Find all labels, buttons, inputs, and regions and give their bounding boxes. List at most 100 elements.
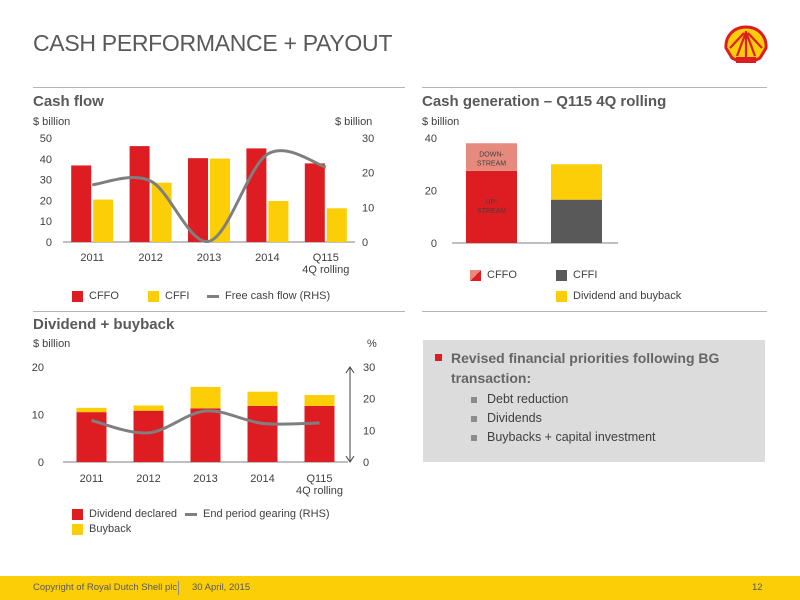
dividend-y2-arrow-down: [345, 455, 355, 463]
cashgen-upstream-label: UP-: [485, 199, 498, 206]
cash-flow-title: Cash flow: [33, 93, 104, 110]
legend-swatch-cffo: [72, 290, 83, 302]
dividend-bar-buyback: [190, 386, 221, 409]
footer-date: 30 April, 2015: [192, 582, 251, 593]
cashflow-y-tick: 50: [40, 133, 52, 145]
legend-label-fcf: Free cash flow (RHS): [225, 290, 331, 302]
dividend-bar-buyback: [304, 395, 335, 406]
bullet-grey: [471, 397, 477, 403]
dividend-bar-declared: [133, 410, 164, 462]
cashflow-bar-cffo: [188, 158, 208, 242]
priority-item-buybacks: Buybacks + capital investment: [471, 430, 656, 444]
dividend-gearing-line: [91, 409, 320, 435]
cashflow-bar-cffi: [93, 199, 114, 242]
dividend-bar-buyback: [247, 391, 278, 406]
dividend-x-tick: 2012: [136, 473, 160, 485]
cash-generation-title: Cash generation – Q115 4Q rolling: [422, 93, 667, 110]
cashflow-x-tick: 2014: [255, 252, 279, 264]
legend-label-cffo: CFFO: [89, 290, 119, 302]
dividend-y-tick: 10: [32, 410, 44, 422]
cashgen-bar-segment: [466, 170, 517, 243]
priority-item-label: Dividends: [487, 411, 542, 425]
cashgen-y-tick: 20: [425, 186, 437, 198]
priorities-heading: Revised financial priorities following B…: [435, 348, 745, 388]
dividend-rule: [33, 311, 405, 312]
footer-copyright: Copyright of Royal Dutch Shell plc: [33, 582, 178, 593]
cashflow-y2-tick: 20: [362, 168, 374, 180]
priority-item-dividends: Dividends: [471, 411, 542, 425]
dividend-x-tick: 2013: [193, 473, 217, 485]
legend-fcf: Free cash flow (RHS): [207, 290, 330, 302]
bullet-grey: [471, 435, 477, 441]
priority-item-label: Buybacks + capital investment: [487, 430, 656, 444]
cashflow-y2-tick: 10: [362, 202, 374, 214]
cashflow-x-tick: Q115: [313, 252, 339, 264]
priority-item-label: Debt reduction: [487, 392, 569, 406]
cashflow-y-tick: 10: [40, 216, 52, 228]
dividend-left-unit: $ billion: [33, 338, 71, 350]
priorities-heading-text: Revised financial priorities following B…: [451, 350, 720, 386]
footer-page-number: 12: [752, 582, 763, 593]
dividend-y-tick: 0: [38, 457, 44, 469]
gen-rule-bottom: [422, 311, 767, 312]
cashflow-y-tick: 30: [40, 175, 52, 187]
footer-separator: [178, 581, 179, 595]
legend-label-buyback: Buyback: [89, 523, 132, 535]
dividend-y-tick: 20: [32, 362, 44, 374]
dividend-y2-tick: 20: [363, 394, 375, 406]
dividend-bar-buyback: [76, 407, 107, 413]
legend-swatch-declared: [72, 508, 83, 520]
legend-cffo: CFFO: [72, 290, 119, 302]
legend-cffi: CFFI: [148, 290, 189, 302]
slide-title: CASH PERFORMANCE + PAYOUT: [33, 30, 393, 56]
footer-bar: Copyright of Royal Dutch Shell plc 30 Ap…: [0, 576, 800, 600]
cashflow-fcf-line: [91, 149, 327, 243]
legend-swatch-gen-div: [556, 290, 567, 302]
legend-gen-cffi: CFFI: [556, 269, 597, 281]
cash-flow-right-unit: $ billion: [335, 116, 373, 128]
dividend-x-tick: 2014: [250, 473, 274, 485]
legend-label-gearing: End period gearing (RHS): [203, 508, 330, 520]
legend-swatch-gen-cffo: [470, 269, 481, 281]
legend-dividend-declared: Dividend declared: [72, 508, 177, 520]
legend-swatch-buyback: [72, 523, 83, 535]
cashflow-x-tick: 4Q rolling: [302, 264, 349, 276]
priorities-box: Revised financial priorities following B…: [423, 340, 765, 462]
cashflow-bar-cffo: [246, 148, 267, 242]
legend-buyback: Buyback: [72, 523, 131, 535]
cashgen-y-tick: 0: [431, 238, 437, 250]
cash-flow-left-unit: $ billion: [33, 116, 71, 128]
cashflow-bar-cffi: [268, 201, 289, 242]
legend-swatch-fcf: [207, 294, 219, 298]
cashgen-upstream-label: STREAM: [477, 208, 506, 215]
bullet-grey: [471, 416, 477, 422]
legend-gen-cffo: CFFO: [470, 269, 517, 281]
legend-swatch-gen-cffi: [556, 269, 567, 281]
cashgen-downstream-label: DOWN-: [479, 151, 504, 158]
dividend-bar-declared: [247, 405, 278, 462]
cashflow-y-tick: 0: [46, 237, 52, 249]
legend-label-declared: Dividend declared: [89, 508, 178, 520]
cashflow-bar-cffo: [304, 163, 325, 242]
legend-label-gen-div: Dividend and buyback: [573, 290, 682, 302]
legend-label-gen-cffi: CFFI: [573, 269, 598, 281]
cashflow-bar-cffo: [129, 146, 150, 242]
dividend-x-tick: Q115: [306, 473, 332, 485]
legend-label-cffi: CFFI: [165, 290, 190, 302]
dividend-bar-buyback: [133, 405, 164, 411]
dividend-bar-declared: [304, 405, 335, 462]
legend-swatch-gearing: [185, 512, 197, 516]
cashflow-y2-tick: 30: [362, 133, 374, 145]
cashflow-x-tick: 2011: [80, 252, 104, 264]
dividend-y2-tick: 10: [363, 425, 375, 437]
cashgen-bar-segment: [551, 199, 602, 243]
cash-generation-unit: $ billion: [422, 116, 460, 128]
dividend-x-tick: 2011: [80, 473, 104, 485]
shell-pecten-logo: [724, 25, 768, 63]
cashgen-bar-segment: [466, 143, 517, 171]
dividend-bar-declared: [76, 412, 107, 462]
cashflow-y2-tick: 0: [362, 237, 368, 249]
cashflow-bar-cffi: [326, 208, 347, 242]
title-rule-right: [422, 87, 767, 88]
